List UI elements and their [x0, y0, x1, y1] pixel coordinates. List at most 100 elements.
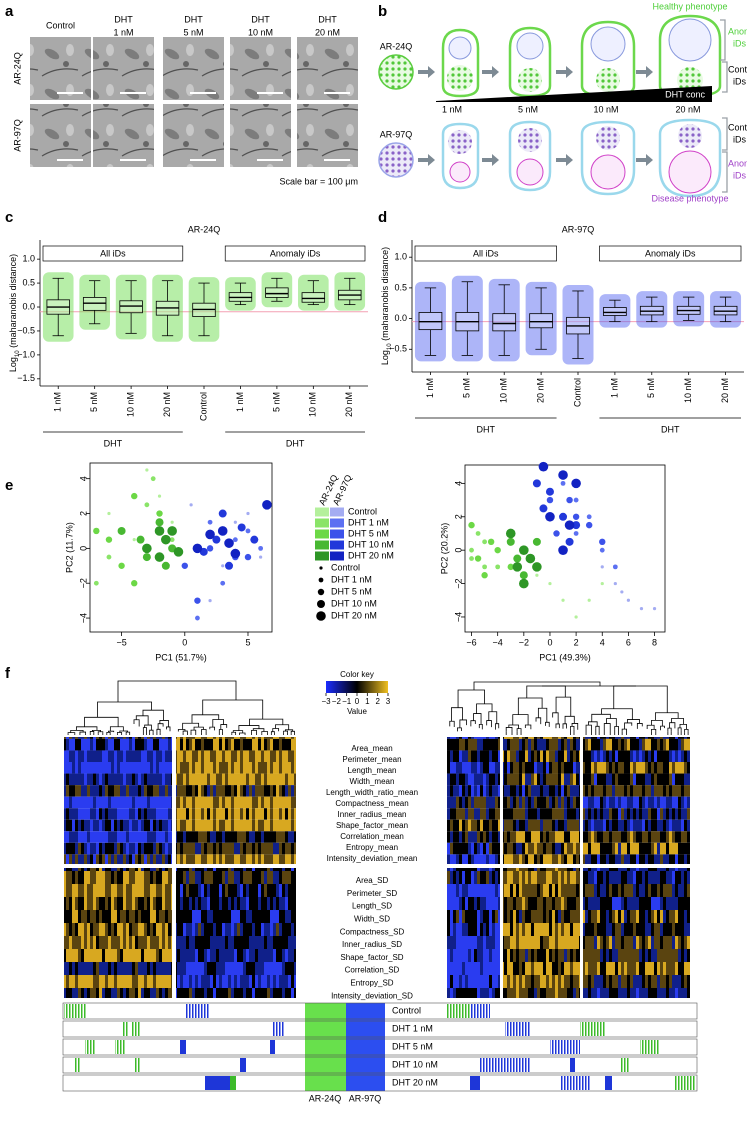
control-ids: iDs	[733, 134, 746, 144]
legend-label: DHT 10 nM	[331, 598, 377, 608]
point-cloud	[525, 281, 557, 356]
y-tick-label: 1.0	[394, 252, 407, 262]
x-tick-label: 5 nM	[646, 378, 656, 398]
box	[82, 297, 107, 311]
dendrogram	[508, 724, 519, 729]
point	[548, 581, 552, 586]
x-tick-label: 20 nM	[162, 392, 172, 417]
strip-label: All iDs	[100, 248, 126, 258]
shape	[482, 66, 499, 78]
point	[535, 573, 539, 577]
panel-label: c	[5, 209, 13, 226]
point-cloud	[225, 277, 256, 311]
point	[587, 598, 591, 602]
point	[482, 564, 488, 570]
shape	[636, 66, 653, 78]
point	[107, 511, 111, 516]
color-key	[326, 681, 388, 693]
y-tick-label: 0.5	[394, 282, 407, 292]
cell	[378, 142, 414, 178]
legend-swatch	[315, 551, 329, 561]
brackets	[720, 19, 728, 193]
point-cloud	[334, 272, 366, 311]
point	[192, 543, 203, 554]
point	[181, 562, 188, 569]
point	[564, 520, 575, 530]
y-tick-label: −2	[78, 578, 88, 588]
x-tick-label: 1 nM	[609, 378, 619, 398]
heatmap	[64, 737, 172, 864]
shape	[75, 1058, 81, 1072]
point	[599, 538, 606, 546]
dendrogram	[646, 724, 655, 730]
point	[220, 580, 226, 586]
legend-label: DHT 20 nM	[348, 550, 394, 560]
point	[142, 553, 151, 562]
conc-label: 20 nM	[675, 104, 700, 114]
legend-swatch	[330, 518, 344, 528]
x-tick-label: 1 nM	[53, 392, 63, 412]
dendrogram	[67, 732, 76, 734]
point	[532, 562, 542, 572]
micrograph	[230, 37, 291, 100]
bar-group-label: AR-97Q	[349, 1093, 382, 1103]
point	[572, 521, 581, 530]
dendrogram	[537, 707, 548, 723]
dendrogram	[209, 726, 216, 731]
dendrogram	[651, 728, 657, 732]
y-axis-label: PC2 (20.2%)	[439, 523, 449, 575]
column-header: 10 nM	[248, 27, 273, 37]
point	[246, 511, 250, 516]
dendrogram	[232, 730, 244, 733]
shape	[470, 1076, 480, 1090]
point-cloud	[115, 274, 147, 340]
dendrogram	[79, 731, 87, 734]
dendrogram	[636, 723, 643, 729]
color-key-tick: −1	[342, 697, 352, 706]
x-tick-label: 20 nM	[344, 392, 354, 417]
shape	[448, 130, 472, 154]
point	[519, 545, 529, 555]
legend-swatch	[330, 551, 344, 561]
legend-swatch	[330, 529, 344, 539]
dendrogram	[457, 727, 462, 732]
dendrogram	[627, 719, 640, 724]
legend-swatch	[315, 540, 329, 550]
point	[189, 503, 193, 507]
dendrogram	[218, 729, 223, 732]
dendrogram	[156, 728, 161, 733]
shape	[596, 68, 620, 92]
conc-title: DHT conc	[665, 89, 705, 99]
shape	[418, 66, 435, 78]
y-tick-label: 0.5	[22, 277, 35, 287]
point	[600, 581, 604, 586]
point	[566, 496, 573, 504]
panel-label: b	[378, 3, 387, 20]
color-key-tick: 1	[365, 697, 370, 706]
x-tick-label: 1 nM	[235, 392, 245, 412]
shape	[516, 158, 544, 186]
point	[154, 552, 165, 562]
dendrogram	[190, 729, 197, 733]
point	[475, 531, 481, 536]
heatmap	[447, 737, 500, 864]
legend-size	[317, 588, 325, 596]
shape	[516, 32, 544, 60]
x-tick-label: −2	[519, 637, 529, 647]
point	[573, 497, 579, 503]
y-tick-label: −0.5	[389, 344, 407, 354]
dendrogram	[125, 731, 131, 734]
dendrogram	[613, 685, 668, 713]
x-tick-label: 4	[600, 637, 605, 647]
dendrogram	[261, 731, 268, 734]
x-tick-label: 8	[652, 637, 657, 647]
shape	[508, 120, 552, 192]
dendrogram	[283, 730, 288, 733]
x-tick-label: 0	[182, 637, 187, 647]
shape	[678, 124, 702, 148]
row-label: Correlation_SD	[345, 966, 400, 975]
dendrogram	[166, 726, 171, 732]
legend-label: Control	[331, 562, 360, 572]
point	[167, 526, 177, 536]
